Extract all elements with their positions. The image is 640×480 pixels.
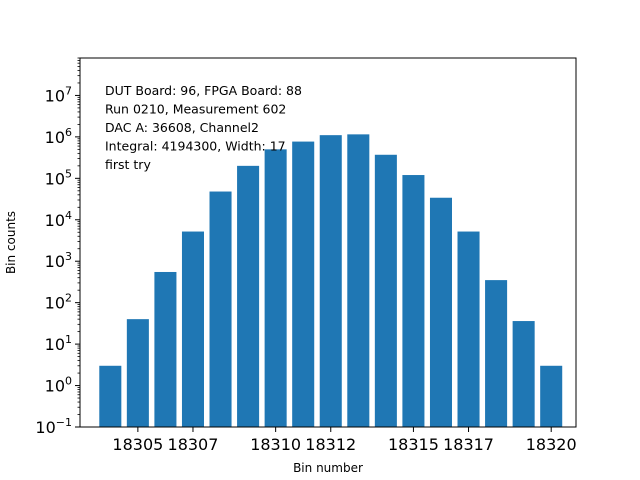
- x-tick-label: 18315: [388, 435, 439, 454]
- annotation-line: first try: [105, 157, 151, 172]
- bar: [374, 154, 397, 427]
- bar: [126, 319, 149, 427]
- y-tick-label: 106: [45, 126, 72, 147]
- bar: [99, 365, 122, 427]
- bar: [237, 165, 260, 427]
- bar: [181, 231, 204, 427]
- annotation-line: DUT Board: 96, FPGA Board: 88: [105, 83, 302, 98]
- bar: [209, 191, 232, 427]
- x-tick-label: 18312: [305, 435, 356, 454]
- y-tick-label: 101: [45, 333, 72, 354]
- y-tick-label: 105: [45, 167, 72, 188]
- y-tick-label: 10−1: [35, 416, 72, 437]
- y-ticks-group: 10−1 100 101 102 103 104 105 106 107: [35, 57, 80, 437]
- x-tick-label: 18305: [112, 435, 163, 454]
- annotation-line: Integral: 4194300, Width: 17: [105, 139, 286, 154]
- annotation-line: DAC A: 36608, Channel2: [105, 120, 259, 135]
- bar: [457, 231, 480, 427]
- bar: [264, 149, 287, 427]
- x-axis-label: Bin number: [293, 461, 363, 475]
- bar: [347, 134, 370, 428]
- x-tick-label: 18307: [168, 435, 219, 454]
- x-tick-label: 18320: [526, 435, 577, 454]
- bar: [485, 280, 508, 427]
- y-tick-label: 100: [45, 375, 72, 396]
- bar: [292, 141, 315, 427]
- y-axis-label: Bin counts: [4, 211, 18, 274]
- x-tick-label: 18317: [443, 435, 494, 454]
- annotation-text-block: DUT Board: 96, FPGA Board: 88 Run 0210, M…: [105, 83, 302, 172]
- y-tick-label: 103: [45, 250, 72, 271]
- bar: [540, 365, 563, 427]
- y-tick-label: 102: [45, 292, 72, 313]
- plot-frame: [79, 57, 577, 428]
- y-tick-label: 107: [45, 84, 72, 105]
- bar: [429, 197, 452, 427]
- bar: [319, 135, 342, 427]
- x-tick-label: 18310: [250, 435, 301, 454]
- bar: [154, 271, 177, 427]
- bar: [512, 321, 535, 427]
- bar: [402, 175, 425, 427]
- bars-group: [99, 134, 563, 428]
- y-tick-label: 104: [45, 209, 72, 230]
- x-ticks-group: 18305 18307 18310 18312 18315 18317 18320: [112, 427, 577, 454]
- annotation-line: Run 0210, Measurement 602: [105, 102, 286, 117]
